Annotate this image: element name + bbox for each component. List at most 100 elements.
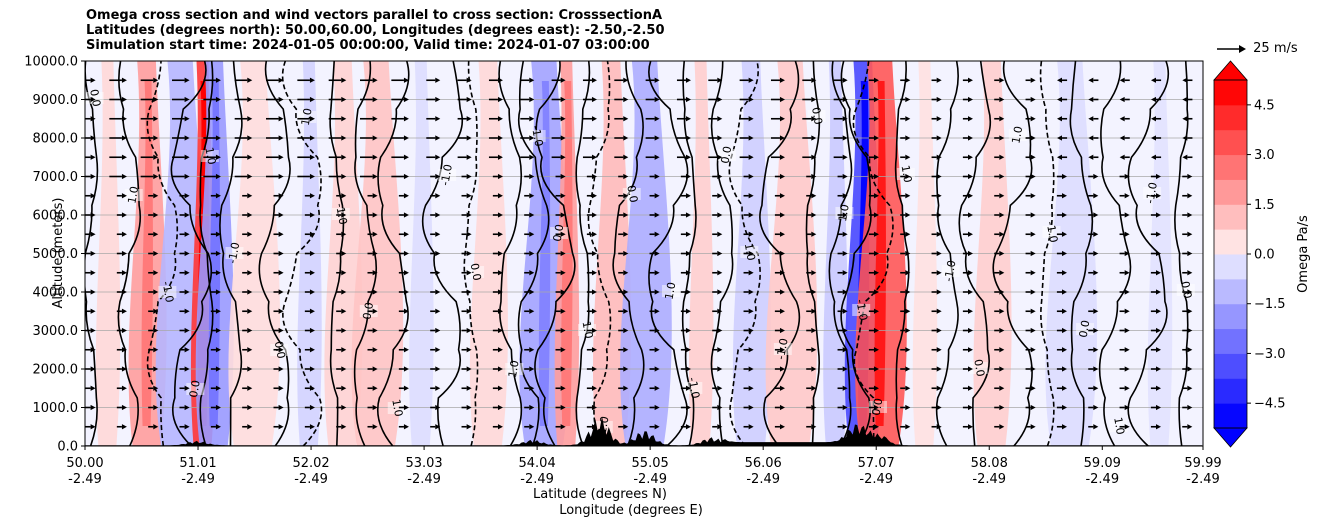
wind-vector (900, 193, 911, 199)
wind-vector (680, 289, 691, 295)
contour-line (1174, 61, 1189, 446)
wind-vector (148, 231, 159, 237)
wind-vector (680, 366, 691, 372)
wind-vector (806, 212, 817, 218)
wind-vector (461, 250, 472, 257)
wind-vector (680, 347, 691, 353)
wind-vector (868, 154, 879, 160)
wind-vector (555, 424, 566, 430)
wind-vector (85, 404, 96, 411)
wind-vector (336, 424, 347, 430)
wind-vector (304, 424, 315, 430)
wind-vector (360, 173, 378, 180)
wind-vector (524, 308, 535, 314)
contour-line (828, 61, 853, 446)
wind-vector (614, 77, 629, 83)
wind-vector (1025, 289, 1036, 295)
wind-vector (266, 116, 284, 122)
wind-vector (743, 289, 754, 295)
wind-vector (520, 77, 535, 83)
colorbar-segment (1214, 129, 1247, 156)
wind-vector (1119, 404, 1130, 411)
wind-vector (806, 193, 817, 199)
wind-vector (708, 154, 723, 160)
wind-vector (931, 289, 942, 295)
wind-vector (806, 404, 817, 411)
wind-vector (109, 96, 127, 103)
wind-vector (140, 173, 159, 180)
wind-vector (85, 173, 96, 180)
wind-vector (1088, 366, 1099, 372)
wind-vector (430, 212, 441, 218)
wind-vector (743, 424, 754, 430)
contour-line (612, 61, 645, 446)
wind-vector (172, 173, 190, 180)
wind-vector (1119, 231, 1130, 237)
wind-vector (1150, 250, 1161, 257)
wind-vector (336, 250, 347, 257)
wind-vector (962, 270, 973, 276)
wind-vector (1056, 135, 1068, 141)
wind-vector (492, 424, 503, 430)
x-tick-label-lat: 56.06 (745, 456, 782, 471)
wind-vector (273, 327, 284, 334)
wind-vector (430, 231, 441, 237)
x-tick-label-lat: 58.08 (971, 456, 1008, 471)
wind-vector (1025, 96, 1036, 103)
wind-vector (492, 327, 503, 334)
wind-vector (1182, 96, 1193, 103)
wind-vector (210, 366, 221, 372)
wind-vector (367, 270, 378, 276)
wind-vector (367, 327, 378, 334)
wind-vector (900, 96, 911, 103)
contour-label: 1.0 (389, 398, 405, 417)
wind-vector (367, 424, 378, 430)
wind-vector (837, 250, 848, 257)
contour-line (498, 61, 523, 446)
wind-vector (179, 270, 190, 276)
wind-vector (962, 424, 973, 430)
wind-vector (1025, 154, 1036, 160)
colorbar-segment (1214, 154, 1247, 180)
wind-vector (708, 135, 723, 141)
wind-vector (461, 308, 472, 314)
wind-vector (680, 231, 691, 237)
wind-vector (398, 212, 409, 218)
x-tick-label-lon: -2.49 (972, 472, 1006, 487)
wind-vector (398, 404, 409, 411)
wind-vector (304, 289, 315, 295)
x-tick-label-lat: 52.02 (292, 456, 329, 471)
wind-vector (488, 77, 503, 83)
wind-vector (109, 154, 127, 160)
wind-vector (116, 424, 127, 430)
wind-vector (1056, 347, 1067, 353)
wind-vector (994, 289, 1005, 295)
wind-vector (900, 404, 911, 411)
wind-vector (645, 77, 660, 83)
y-tick-label: 2000.0 (33, 363, 79, 378)
wind-vector (649, 173, 660, 180)
wind-vector (649, 404, 660, 411)
wind-vector (116, 366, 127, 372)
wind-vector (398, 385, 409, 391)
wind-vector (1056, 308, 1067, 314)
wind-vector (582, 77, 597, 83)
wind-vector (1025, 135, 1036, 141)
wind-vector (304, 270, 315, 276)
wind-vector (430, 173, 441, 180)
x-tick-label-lat: 50.00 (66, 456, 103, 471)
wind-vector (328, 135, 347, 141)
wind-vector (1119, 77, 1130, 83)
wind-vector (994, 193, 1005, 199)
contour-line (117, 61, 142, 446)
wind-vector (85, 347, 96, 353)
wind-vector (242, 385, 253, 391)
wind-vector (555, 250, 566, 257)
wind-vector (680, 327, 691, 334)
wind-vector (391, 77, 409, 83)
wind-vector (774, 424, 785, 430)
wind-vector (1119, 366, 1130, 372)
wind-vector (680, 250, 691, 257)
wind-vector (680, 308, 691, 314)
wind-vector (962, 347, 973, 353)
